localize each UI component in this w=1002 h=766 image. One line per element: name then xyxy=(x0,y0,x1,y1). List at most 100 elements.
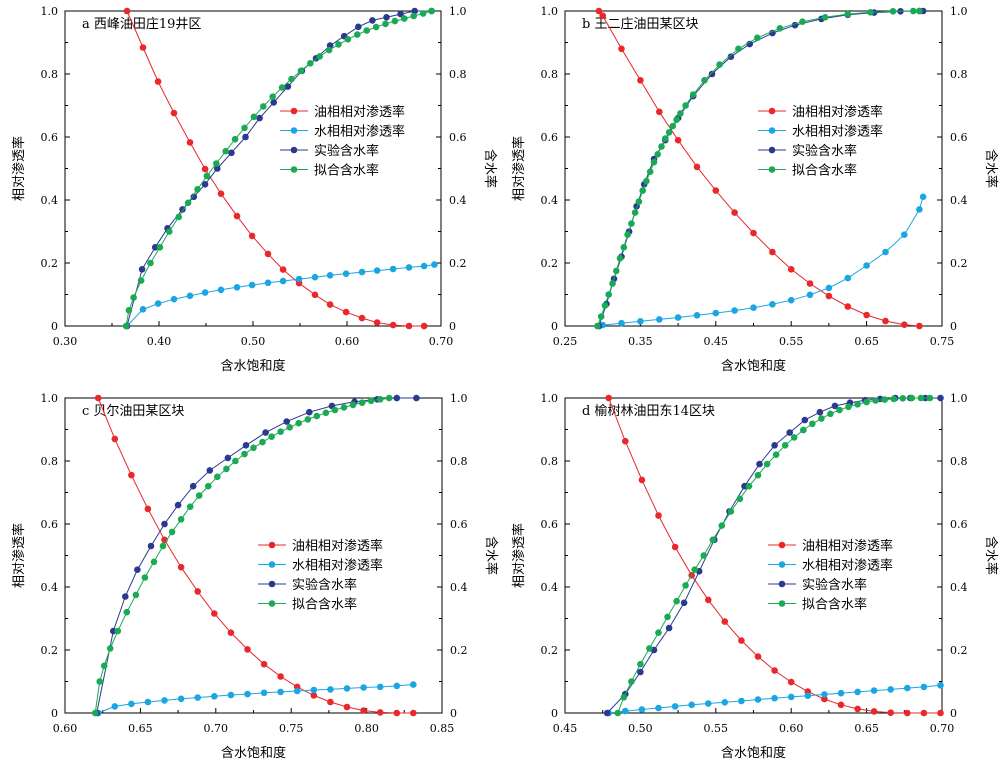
data-point xyxy=(904,684,911,692)
y2-tick-label: 0.6 xyxy=(950,518,968,531)
data-point xyxy=(369,17,376,24)
data-point xyxy=(594,322,601,330)
data-point xyxy=(100,662,108,670)
plot-frame xyxy=(64,10,442,327)
data-point xyxy=(340,404,348,411)
data-point xyxy=(705,700,712,707)
legend-swatch-marker xyxy=(778,600,786,607)
data-point xyxy=(754,696,762,703)
legend-swatch-marker xyxy=(290,107,298,115)
data-point xyxy=(94,394,102,402)
data-point xyxy=(256,114,263,122)
data-point xyxy=(264,279,272,287)
data-point xyxy=(310,686,318,694)
data-point xyxy=(382,20,389,28)
x-tick-label: 0.65 xyxy=(854,722,879,735)
data-point xyxy=(194,588,201,595)
y2-tick-label: 1.0 xyxy=(450,392,468,405)
data-point xyxy=(655,704,662,712)
data-point xyxy=(665,129,673,136)
legend-entry: 实验含水率 xyxy=(292,577,357,593)
series-line-1 xyxy=(126,264,435,327)
data-point xyxy=(241,124,248,132)
x-tick-label: 0.80 xyxy=(354,722,379,735)
data-point xyxy=(781,442,789,449)
y-tick-label: 0.2 xyxy=(41,257,59,270)
data-point xyxy=(358,268,366,276)
data-point xyxy=(844,303,852,310)
data-point xyxy=(867,9,874,16)
y-tick-label: 0 xyxy=(551,707,558,720)
y-tick-label: 0.8 xyxy=(41,455,59,468)
x-tick-label: 0.45 xyxy=(553,722,578,735)
data-point xyxy=(343,703,351,711)
data-point xyxy=(413,394,420,402)
y-tick-label: 1.0 xyxy=(541,5,559,18)
data-point xyxy=(882,317,889,325)
data-point xyxy=(161,520,168,528)
data-point xyxy=(194,694,201,701)
data-point xyxy=(599,12,606,19)
y-tick-label: 0.6 xyxy=(41,131,59,144)
data-point xyxy=(214,473,221,481)
data-point xyxy=(908,394,916,402)
data-point xyxy=(344,36,352,43)
y2-axis-title: 含水率 xyxy=(983,149,999,188)
data-point xyxy=(844,274,852,282)
x-axis-title: 含水饱和度 xyxy=(721,358,786,374)
data-point xyxy=(837,701,845,709)
data-point xyxy=(138,266,146,273)
x-tick-label: 0.70 xyxy=(930,722,955,735)
data-point xyxy=(174,501,182,509)
data-point xyxy=(671,703,679,710)
data-point xyxy=(137,277,145,284)
data-point xyxy=(756,460,763,468)
data-point xyxy=(151,244,159,251)
legend-swatch-marker xyxy=(778,561,786,568)
data-point xyxy=(881,396,888,403)
data-point xyxy=(358,399,366,407)
data-point xyxy=(114,627,122,635)
data-point xyxy=(800,426,807,434)
data-point xyxy=(665,624,673,632)
data-point xyxy=(769,248,776,256)
data-point xyxy=(776,25,784,32)
data-point xyxy=(727,53,735,60)
data-point xyxy=(179,206,186,213)
data-point xyxy=(901,321,908,329)
data-point xyxy=(821,13,829,21)
legend-entry: 拟合含水率 xyxy=(802,597,867,613)
data-point xyxy=(628,220,635,227)
data-point xyxy=(863,398,870,406)
data-point xyxy=(373,267,381,274)
data-point xyxy=(614,709,622,717)
data-point xyxy=(130,294,137,301)
x-tick-label: 0.45 xyxy=(704,335,729,348)
data-point xyxy=(618,45,625,53)
data-point xyxy=(304,416,312,423)
legend-swatch-marker xyxy=(268,580,276,588)
y2-tick-label: 1.0 xyxy=(449,5,467,18)
data-point xyxy=(628,678,635,685)
data-point xyxy=(844,10,852,18)
y2-tick-label: 0.2 xyxy=(449,257,467,270)
legend-swatch-marker xyxy=(768,166,776,173)
data-point xyxy=(731,209,738,216)
data-point xyxy=(383,13,390,21)
x-axis-title: 含水饱和度 xyxy=(221,745,286,761)
data-point xyxy=(147,259,154,267)
y-axis-title: 相对渗透率 xyxy=(11,136,27,201)
data-point xyxy=(150,558,158,566)
data-point xyxy=(806,291,814,299)
data-point xyxy=(622,707,629,715)
data-point xyxy=(601,302,609,309)
legend-entry: 实验含水率 xyxy=(802,577,867,593)
data-point xyxy=(872,397,879,404)
series-line-2 xyxy=(126,10,432,327)
y-tick-label: 0.6 xyxy=(541,518,559,531)
data-point xyxy=(288,75,295,83)
data-point xyxy=(605,291,612,298)
data-point xyxy=(376,396,384,403)
data-point xyxy=(638,706,646,713)
data-point xyxy=(831,402,839,410)
